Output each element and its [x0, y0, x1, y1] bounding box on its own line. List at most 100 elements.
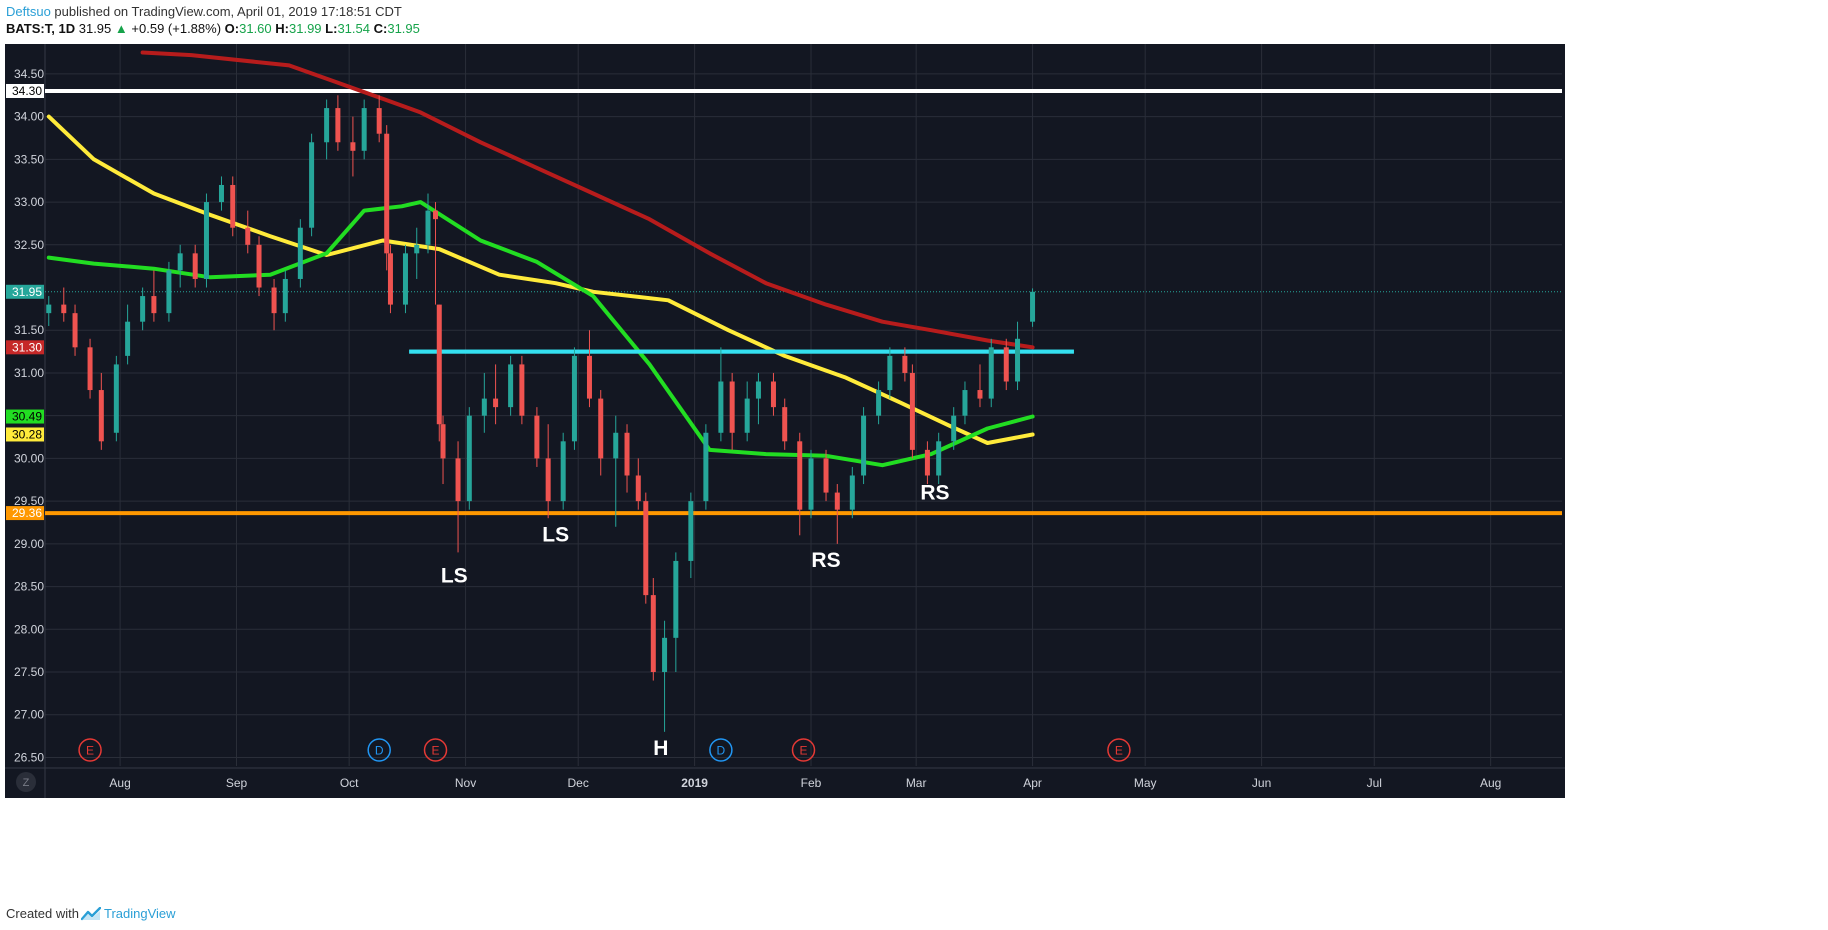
published-text: published on TradingView.com, April 01, …: [50, 4, 402, 19]
candle: [335, 95, 341, 151]
candle: [519, 355, 525, 425]
candle-body: [703, 432, 709, 502]
y-tick-label: 26.50: [14, 750, 44, 764]
candle-body: [361, 108, 367, 151]
candle: [271, 278, 277, 331]
y-tick-label: 34.50: [14, 67, 44, 81]
candle-body: [571, 355, 577, 442]
candle-body: [245, 227, 251, 245]
candle: [140, 287, 146, 331]
candle: [782, 398, 788, 450]
candle-body: [876, 390, 882, 416]
candle: [643, 492, 649, 604]
candles: [46, 95, 1036, 732]
earnings-event-icon[interactable]: E: [423, 738, 448, 762]
candle-body: [384, 133, 390, 254]
candle: [703, 424, 709, 510]
x-tick-label: Jun: [1252, 776, 1271, 790]
candle: [46, 296, 52, 326]
open-value: 31.60: [239, 21, 272, 36]
candle: [436, 304, 442, 442]
x-tick-label: Sep: [226, 776, 248, 790]
candle-body: [335, 108, 341, 143]
x-tick-label: Mar: [906, 776, 927, 790]
candle: [729, 372, 735, 450]
earnings-event-icon[interactable]: E: [791, 738, 816, 762]
event-label: E: [86, 744, 94, 758]
open-label: O:: [224, 21, 240, 36]
candle: [613, 415, 619, 527]
candle: [433, 202, 439, 305]
candle-body: [662, 637, 668, 673]
candle-body: [61, 304, 67, 314]
candle-body: [808, 458, 814, 510]
candle: [887, 347, 893, 399]
candle-body: [256, 244, 262, 288]
candle-body: [673, 560, 679, 638]
created-with-credit: Created with TradingView: [6, 906, 176, 921]
event-circle: [1107, 738, 1131, 762]
candle-body: [203, 202, 209, 279]
dividend-event-icon[interactable]: D: [367, 738, 391, 762]
tradingview-brand[interactable]: TradingView: [103, 906, 176, 921]
y-tick-label: 29.50: [14, 494, 44, 508]
y-tick-label: 28.50: [14, 580, 44, 594]
dividend-event-icon[interactable]: D: [709, 738, 733, 762]
time-axis-area: [5, 768, 1565, 798]
candle-body: [1015, 338, 1021, 382]
candle: [808, 449, 814, 519]
candle-body: [481, 398, 487, 416]
author-link[interactable]: Deftsuo: [6, 4, 51, 19]
candle: [571, 347, 577, 450]
x-tick-label: 2019: [681, 776, 708, 790]
earnings-event-icon[interactable]: E: [1107, 738, 1131, 762]
x-tick-label: Feb: [801, 776, 822, 790]
candle-body: [402, 253, 408, 305]
candle: [245, 210, 251, 254]
candle-body: [493, 398, 499, 408]
candle-body: [151, 296, 157, 314]
candle: [414, 227, 420, 279]
candle-body: [834, 492, 840, 510]
candle: [177, 244, 183, 288]
candle: [466, 407, 472, 510]
candle-body: [297, 227, 303, 279]
candle: [203, 193, 209, 288]
candle: [350, 116, 356, 177]
y-tick-label: 32.50: [14, 238, 44, 252]
candle: [166, 261, 172, 322]
candle: [902, 347, 908, 382]
grid-lines: [45, 44, 1562, 766]
created-with-text: Created with: [6, 906, 79, 921]
candle-body: [887, 355, 893, 391]
candle: [230, 176, 236, 237]
candle: [192, 244, 198, 288]
candle-body: [613, 432, 619, 459]
pattern-annotation: RS: [920, 481, 949, 504]
y-tick-label: 30.00: [14, 451, 44, 465]
price-badge-label: 34.30: [12, 84, 42, 98]
candle: [324, 99, 330, 160]
candle-body: [977, 390, 983, 399]
candle-body: [718, 381, 724, 433]
candle-body: [688, 501, 694, 561]
candle: [560, 432, 566, 510]
symbol-interval: BATS:T, 1D: [6, 21, 76, 36]
candle-body: [643, 501, 649, 596]
candle: [924, 441, 930, 485]
candle: [861, 407, 867, 485]
price-badge-label: 29.36: [12, 506, 42, 520]
candle: [481, 372, 487, 433]
x-tick-label: Dec: [568, 776, 589, 790]
price-badge-bg: [6, 284, 44, 299]
candle: [650, 578, 656, 681]
y-tick-label: 33.50: [14, 152, 44, 166]
candle: [834, 484, 840, 544]
earnings-event-icon[interactable]: E: [78, 738, 102, 762]
zoom-reset-button[interactable]: Z: [16, 772, 36, 792]
x-tick-label: Oct: [340, 776, 359, 790]
candle-body: [98, 390, 104, 442]
price-chart[interactable]: 34.5034.0033.5033.0032.5031.5031.0030.50…: [0, 44, 1828, 898]
candle-body: [1030, 291, 1036, 322]
candle: [98, 372, 104, 450]
